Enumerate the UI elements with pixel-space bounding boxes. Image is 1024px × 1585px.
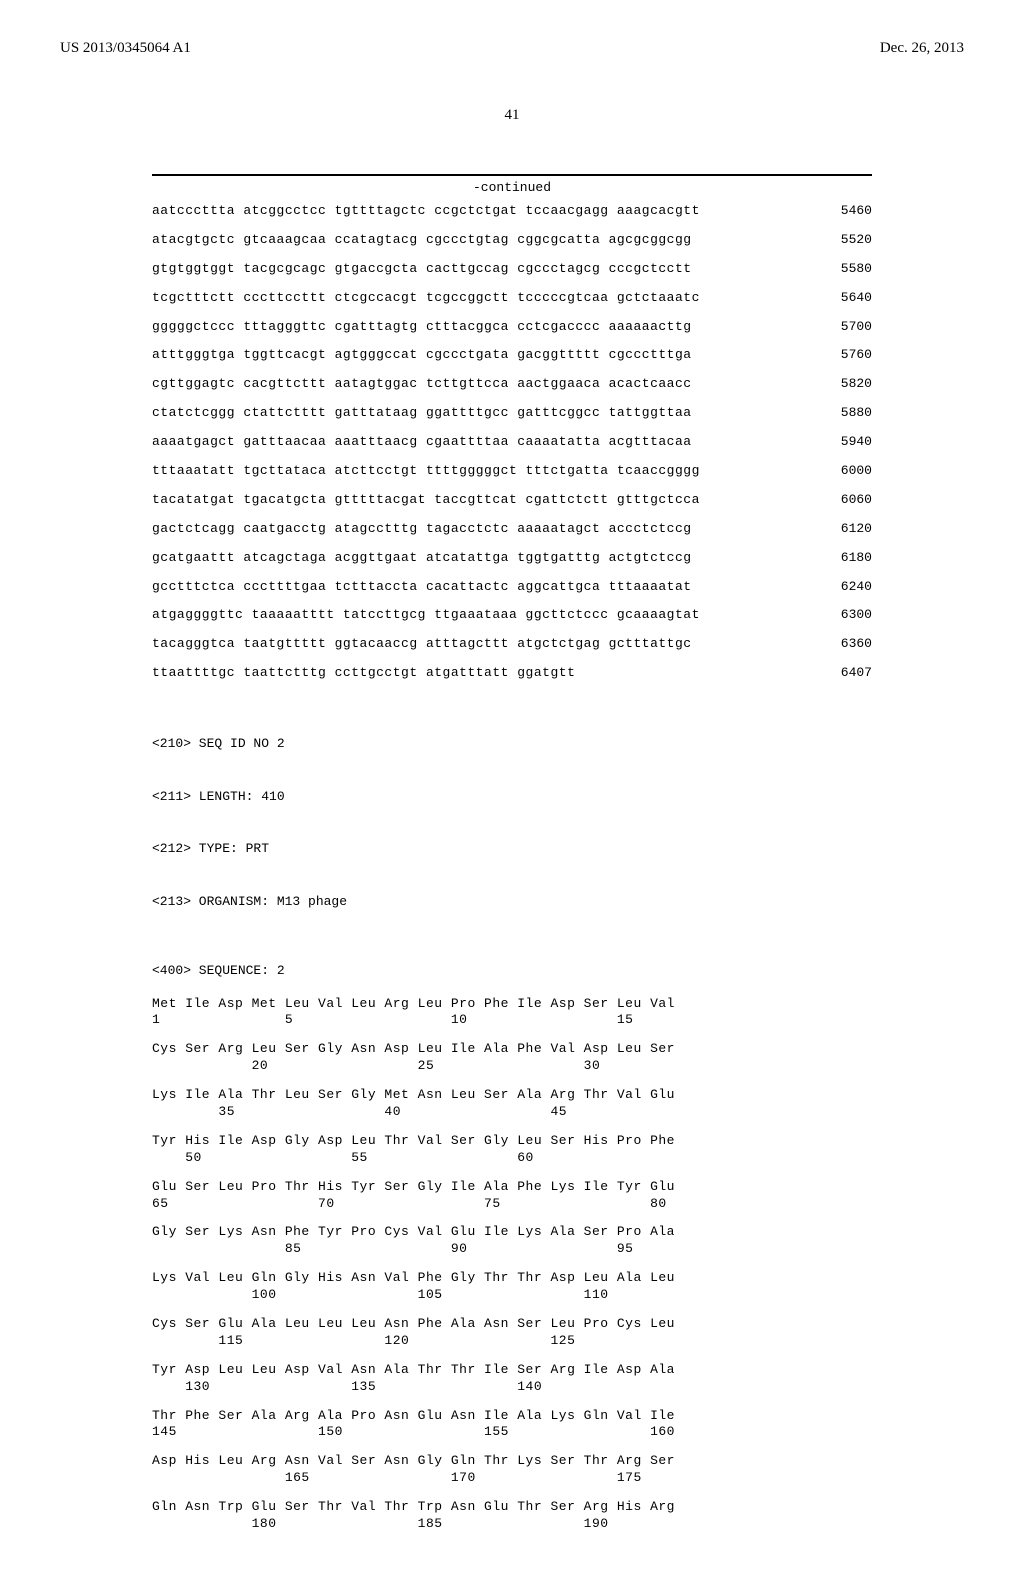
publication-date: Dec. 26, 2013 [880, 40, 964, 57]
dna-position: 5460 [802, 203, 872, 220]
dna-sequence: gtgtggtggt tacgcgcagc gtgaccgcta cacttgc… [152, 261, 692, 278]
protein-sequence-row: Lys Val Leu Gln Gly His Asn Val Phe Gly … [152, 1270, 872, 1304]
dna-sequence: tacagggtca taatgttttt ggtacaaccg atttagc… [152, 636, 692, 653]
amino-acid-positions: 165 170 175 [152, 1470, 872, 1487]
amino-acid-sequence: Glu Ser Leu Pro Thr His Tyr Ser Gly Ile … [152, 1179, 872, 1196]
dna-sequence: atttgggtga tggttcacgt agtgggccat cgccctg… [152, 347, 692, 364]
amino-acid-sequence: Cys Ser Glu Ala Leu Leu Leu Asn Phe Ala … [152, 1316, 872, 1333]
dna-position: 6300 [802, 607, 872, 624]
dna-sequence-row: gggggctccc tttagggttc cgatttagtg ctttacg… [152, 319, 872, 336]
dna-sequence: atgaggggttc taaaaatttt tatccttgcg ttgaaa… [152, 607, 700, 624]
dna-sequence-row: gactctcagg caatgacctg atagcctttg tagacct… [152, 521, 872, 538]
organism-line: <213> ORGANISM: M13 phage [152, 894, 872, 911]
dna-sequence: ctatctcggg ctattctttt gatttataag ggatttt… [152, 405, 692, 422]
amino-acid-positions: 20 25 30 [152, 1058, 872, 1075]
protein-sequence-row: Tyr His Ile Asp Gly Asp Leu Thr Val Ser … [152, 1133, 872, 1167]
continued-label: -continued [152, 174, 872, 195]
amino-acid-positions: 35 40 45 [152, 1104, 872, 1121]
amino-acid-sequence: Lys Val Leu Gln Gly His Asn Val Phe Gly … [152, 1270, 872, 1287]
amino-acid-sequence: Gly Ser Lys Asn Phe Tyr Pro Cys Val Glu … [152, 1224, 872, 1241]
amino-acid-positions: 50 55 60 [152, 1150, 872, 1167]
amino-acid-positions: 100 105 110 [152, 1287, 872, 1304]
protein-sequence-row: Tyr Asp Leu Leu Asp Val Asn Ala Thr Thr … [152, 1362, 872, 1396]
protein-sequence-row: Gln Asn Trp Glu Ser Thr Val Thr Trp Asn … [152, 1499, 872, 1533]
dna-sequence: tacatatgat tgacatgcta gtttttacgat taccgt… [152, 492, 700, 509]
amino-acid-positions: 130 135 140 [152, 1379, 872, 1396]
sequence-listing: aatcccttta atcggcctcc tgttttagctc ccgctc… [152, 203, 872, 1533]
dna-sequence-row: ttaattttgc taattctttg ccttgcctgt atgattt… [152, 665, 872, 682]
amino-acid-sequence: Lys Ile Ala Thr Leu Ser Gly Met Asn Leu … [152, 1087, 872, 1104]
dna-sequence-row: atttgggtga tggttcacgt agtgggccat cgccctg… [152, 347, 872, 364]
dna-position: 5880 [802, 405, 872, 422]
amino-acid-sequence: Thr Phe Ser Ala Arg Ala Pro Asn Glu Asn … [152, 1408, 872, 1425]
amino-acid-positions: 85 90 95 [152, 1241, 872, 1258]
amino-acid-sequence: Tyr Asp Leu Leu Asp Val Asn Ala Thr Thr … [152, 1362, 872, 1379]
dna-position: 5580 [802, 261, 872, 278]
amino-acid-sequence: Asp His Leu Arg Asn Val Ser Asn Gly Gln … [152, 1453, 872, 1470]
dna-sequence-row: gcctttctca cccttttgaa tctttaccta cacatta… [152, 579, 872, 596]
dna-sequence-row: tcgctttctt cccttccttt ctcgccacgt tcgccgg… [152, 290, 872, 307]
dna-sequence: atacgtgctc gtcaaagcaa ccatagtacg cgccctg… [152, 232, 692, 249]
dna-sequence: gcatgaattt atcagctaga acggttgaat atcatat… [152, 550, 692, 567]
length-line: <211> LENGTH: 410 [152, 789, 872, 806]
dna-position: 5760 [802, 347, 872, 364]
amino-acid-positions: 115 120 125 [152, 1333, 872, 1350]
protein-sequence-row: Glu Ser Leu Pro Thr His Tyr Ser Gly Ile … [152, 1179, 872, 1213]
dna-sequence: tttaaatatt tgcttataca atcttcctgt ttttggg… [152, 463, 700, 480]
dna-sequence: ttaattttgc taattctttg ccttgcctgt atgattt… [152, 665, 575, 682]
dna-position: 5520 [802, 232, 872, 249]
publication-number: US 2013/0345064 A1 [60, 40, 191, 57]
dna-position: 6000 [802, 463, 872, 480]
sequence-header-line: <400> SEQUENCE: 2 [152, 963, 872, 980]
protein-sequence-row: Cys Ser Arg Leu Ser Gly Asn Asp Leu Ile … [152, 1041, 872, 1075]
amino-acid-positions: 65 70 75 80 [152, 1196, 872, 1213]
amino-acid-positions: 145 150 155 160 [152, 1424, 872, 1441]
protein-sequence-row: Asp His Leu Arg Asn Val Ser Asn Gly Gln … [152, 1453, 872, 1487]
dna-sequence: cgttggagtc cacgttcttt aatagtggac tcttgtt… [152, 376, 692, 393]
dna-position: 5940 [802, 434, 872, 451]
dna-position: 6060 [802, 492, 872, 509]
protein-sequence-row: Cys Ser Glu Ala Leu Leu Leu Asn Phe Ala … [152, 1316, 872, 1350]
dna-sequence: aatcccttta atcggcctcc tgttttagctc ccgctc… [152, 203, 700, 220]
dna-position: 6120 [802, 521, 872, 538]
sequence-metadata: <210> SEQ ID NO 2 <211> LENGTH: 410 <212… [152, 702, 872, 946]
dna-sequence-row: cgttggagtc cacgttcttt aatagtggac tcttgtt… [152, 376, 872, 393]
dna-position: 6180 [802, 550, 872, 567]
dna-sequence-row: gcatgaattt atcagctaga acggttgaat atcatat… [152, 550, 872, 567]
amino-acid-sequence: Tyr His Ile Asp Gly Asp Leu Thr Val Ser … [152, 1133, 872, 1150]
dna-position: 6407 [802, 665, 872, 682]
dna-sequence-row: gtgtggtggt tacgcgcagc gtgaccgcta cacttgc… [152, 261, 872, 278]
protein-sequence-row: Thr Phe Ser Ala Arg Ala Pro Asn Glu Asn … [152, 1408, 872, 1442]
dna-sequence-row: aaaatgagct gatttaacaa aaatttaacg cgaattt… [152, 434, 872, 451]
dna-sequence-row: tacagggtca taatgttttt ggtacaaccg atttagc… [152, 636, 872, 653]
dna-position: 5640 [802, 290, 872, 307]
page-number: 41 [60, 107, 964, 124]
amino-acid-positions: 1 5 10 15 [152, 1012, 872, 1029]
dna-sequence: gggggctccc tttagggttc cgatttagtg ctttacg… [152, 319, 692, 336]
dna-sequence: tcgctttctt cccttccttt ctcgccacgt tcgccgg… [152, 290, 700, 307]
protein-sequence-row: Gly Ser Lys Asn Phe Tyr Pro Cys Val Glu … [152, 1224, 872, 1258]
dna-sequence-row: ctatctcggg ctattctttt gatttataag ggatttt… [152, 405, 872, 422]
dna-position: 6360 [802, 636, 872, 653]
dna-sequence: aaaatgagct gatttaacaa aaatttaacg cgaattt… [152, 434, 692, 451]
protein-sequence-row: Lys Ile Ala Thr Leu Ser Gly Met Asn Leu … [152, 1087, 872, 1121]
amino-acid-positions: 180 185 190 [152, 1516, 872, 1533]
dna-sequence-row: tacatatgat tgacatgcta gtttttacgat taccgt… [152, 492, 872, 509]
amino-acid-sequence: Cys Ser Arg Leu Ser Gly Asn Asp Leu Ile … [152, 1041, 872, 1058]
dna-position: 5700 [802, 319, 872, 336]
protein-sequence-row: Met Ile Asp Met Leu Val Leu Arg Leu Pro … [152, 996, 872, 1030]
dna-sequence: gcctttctca cccttttgaa tctttaccta cacatta… [152, 579, 692, 596]
dna-position: 6240 [802, 579, 872, 596]
dna-sequence-row: atgaggggttc taaaaatttt tatccttgcg ttgaaa… [152, 607, 872, 624]
amino-acid-sequence: Met Ile Asp Met Leu Val Leu Arg Leu Pro … [152, 996, 872, 1013]
dna-position: 5820 [802, 376, 872, 393]
page-header: US 2013/0345064 A1 Dec. 26, 2013 [60, 40, 964, 57]
type-line: <212> TYPE: PRT [152, 841, 872, 858]
amino-acid-sequence: Gln Asn Trp Glu Ser Thr Val Thr Trp Asn … [152, 1499, 872, 1516]
dna-sequence: gactctcagg caatgacctg atagcctttg tagacct… [152, 521, 692, 538]
seq-id-line: <210> SEQ ID NO 2 [152, 736, 872, 753]
dna-sequence-row: atacgtgctc gtcaaagcaa ccatagtacg cgccctg… [152, 232, 872, 249]
dna-sequence-row: aatcccttta atcggcctcc tgttttagctc ccgctc… [152, 203, 872, 220]
dna-sequence-row: tttaaatatt tgcttataca atcttcctgt ttttggg… [152, 463, 872, 480]
